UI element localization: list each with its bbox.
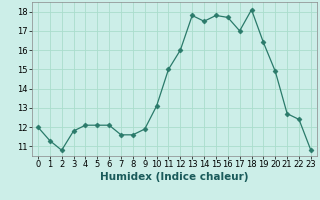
- X-axis label: Humidex (Indice chaleur): Humidex (Indice chaleur): [100, 172, 249, 182]
